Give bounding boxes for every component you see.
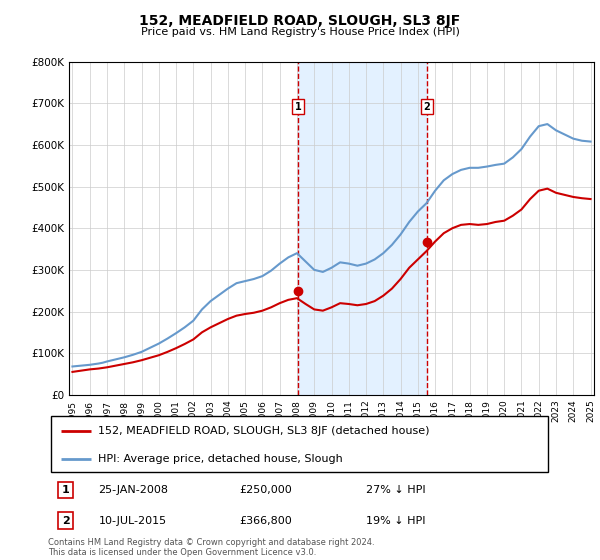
Text: 152, MEADFIELD ROAD, SLOUGH, SL3 8JF (detached house): 152, MEADFIELD ROAD, SLOUGH, SL3 8JF (de… [98,426,430,436]
Text: £366,800: £366,800 [239,516,292,526]
Text: 1: 1 [62,485,70,495]
Text: Price paid vs. HM Land Registry's House Price Index (HPI): Price paid vs. HM Land Registry's House … [140,27,460,37]
Text: Contains HM Land Registry data © Crown copyright and database right 2024.
This d: Contains HM Land Registry data © Crown c… [48,538,374,557]
Text: £250,000: £250,000 [239,485,292,495]
Text: 27% ↓ HPI: 27% ↓ HPI [365,485,425,495]
Text: 1: 1 [295,101,302,111]
Text: 10-JUL-2015: 10-JUL-2015 [98,516,167,526]
Bar [298,62,427,395]
Text: 2: 2 [424,101,430,111]
Text: HPI: Average price, detached house, Slough: HPI: Average price, detached house, Slou… [98,454,343,464]
Text: 152, MEADFIELD ROAD, SLOUGH, SL3 8JF: 152, MEADFIELD ROAD, SLOUGH, SL3 8JF [139,14,461,28]
FancyBboxPatch shape [50,416,548,472]
Text: 25-JAN-2008: 25-JAN-2008 [98,485,169,495]
Text: 2: 2 [62,516,70,526]
Text: 19% ↓ HPI: 19% ↓ HPI [365,516,425,526]
